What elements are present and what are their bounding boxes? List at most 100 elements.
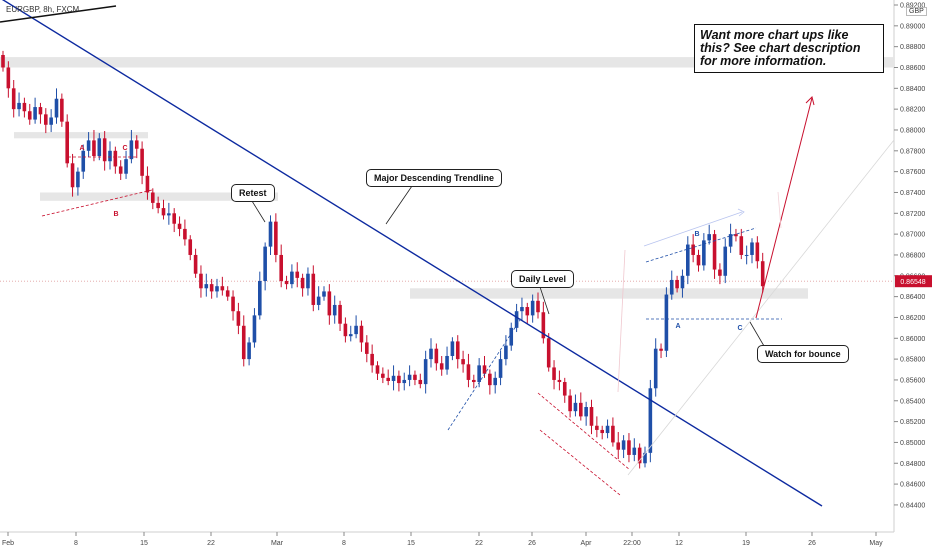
bull-candle xyxy=(498,359,503,378)
bear-candle xyxy=(691,244,695,255)
bear-candle xyxy=(718,269,722,276)
bear-candle xyxy=(27,111,32,120)
bear-candle xyxy=(193,254,198,274)
bear-candle xyxy=(659,348,663,351)
bear-candle xyxy=(546,338,551,368)
y-tick-label: 0.85400 xyxy=(900,398,925,405)
bear-candle xyxy=(284,280,289,285)
bull-candle xyxy=(49,117,53,125)
bear-candle xyxy=(611,425,615,443)
bear-candle xyxy=(140,148,144,176)
bear-candle xyxy=(343,323,348,337)
bull-candle xyxy=(504,345,508,360)
bull-candle xyxy=(124,159,128,174)
bullish-projection-arrow-head xyxy=(805,96,815,106)
x-tick-label: May xyxy=(869,540,883,547)
currency-badge[interactable]: GBP xyxy=(906,7,927,16)
bull-candle xyxy=(247,342,251,360)
x-tick-label: 15 xyxy=(140,540,148,547)
bull-candle xyxy=(621,440,626,450)
x-tick-label: 22:00 xyxy=(623,540,641,547)
bull-candle xyxy=(81,150,86,172)
y-tick-label: 0.89200 xyxy=(900,3,925,10)
bear-candle xyxy=(675,279,679,289)
bear-candle xyxy=(22,102,27,112)
bear-candle xyxy=(397,375,401,384)
y-tick-label: 0.86800 xyxy=(900,252,925,259)
bull-candle xyxy=(605,425,610,434)
bull-candle xyxy=(493,377,497,386)
y-tick-label: 0.85800 xyxy=(900,357,925,364)
bull-candle xyxy=(750,242,754,255)
bear-candle xyxy=(595,425,599,430)
bear-candle xyxy=(536,300,540,313)
bear-candle xyxy=(274,221,278,255)
bull-candle xyxy=(723,246,728,276)
x-tick-label: Feb xyxy=(2,540,14,547)
bull-candle xyxy=(17,102,21,110)
bear-candle xyxy=(472,379,476,383)
bull-candle xyxy=(686,244,690,276)
bull-candle xyxy=(108,150,112,162)
bull-candle xyxy=(429,348,433,360)
y-tick-label: 0.87200 xyxy=(900,211,925,218)
rising-channel-line xyxy=(447,316,523,431)
bear-candle xyxy=(338,304,342,324)
bear-candle xyxy=(225,290,230,297)
y-tick-label: 0.85600 xyxy=(900,377,925,384)
major-descending-trendline xyxy=(1,0,823,507)
bear-candle xyxy=(439,363,444,370)
x-tick-label: 8 xyxy=(74,540,78,547)
bear-candle xyxy=(359,325,364,343)
y-tick-label: 0.84600 xyxy=(900,482,925,489)
promo-box: Want more chart ups like this? See chart… xyxy=(694,24,884,73)
bull-candle xyxy=(653,348,658,389)
bear-candle xyxy=(183,228,187,240)
falling-channel-lower-line xyxy=(539,429,621,496)
x-tick-label: 26 xyxy=(808,540,816,547)
bull-candle xyxy=(306,273,310,289)
y-tick-label: 0.84800 xyxy=(900,461,925,468)
y-tick-label: 0.88200 xyxy=(900,107,925,114)
bull-candle xyxy=(707,234,711,241)
bear-candle xyxy=(375,365,380,374)
bull-candle xyxy=(76,171,80,188)
last-price-tag xyxy=(895,275,932,288)
watch-bounce-callout: Watch for bounce xyxy=(757,345,849,363)
bull-candle xyxy=(648,388,653,453)
bear-candle xyxy=(145,175,150,193)
bull-candle xyxy=(402,379,407,384)
bull-candle xyxy=(268,221,273,247)
pattern-label-a: A xyxy=(79,145,84,152)
bull-candle xyxy=(669,279,674,295)
bear-candle xyxy=(696,254,701,266)
bull-candle xyxy=(445,355,449,370)
x-tick-label: 22 xyxy=(207,540,215,547)
retest-pointer xyxy=(251,200,266,223)
bear-candle xyxy=(65,121,69,164)
y-tick-label: 0.88400 xyxy=(900,86,925,93)
bear-candle xyxy=(755,242,760,262)
bear-candle xyxy=(461,359,465,365)
daily-level-zone xyxy=(410,288,808,299)
bear-candle xyxy=(6,67,11,89)
bear-candle xyxy=(279,254,283,281)
bear-candle xyxy=(172,213,176,224)
bear-candle xyxy=(541,312,546,339)
bear-candle xyxy=(370,353,374,366)
falling-channel-upper-line xyxy=(537,392,631,471)
bear-candle xyxy=(600,429,604,434)
bear-candle xyxy=(60,98,64,122)
bear-candle xyxy=(231,296,235,312)
bull-candle xyxy=(509,327,514,346)
bear-candle xyxy=(44,114,48,125)
bull-candle xyxy=(450,341,455,356)
bull-candle xyxy=(728,234,733,247)
bear-candle xyxy=(199,273,203,289)
x-tick-label: 22 xyxy=(475,540,483,547)
bear-candle xyxy=(413,374,417,380)
bear-candle xyxy=(236,311,241,326)
bull-candle xyxy=(530,300,535,316)
bull-candle xyxy=(258,280,262,316)
watch-bounce-pointer xyxy=(749,321,765,347)
